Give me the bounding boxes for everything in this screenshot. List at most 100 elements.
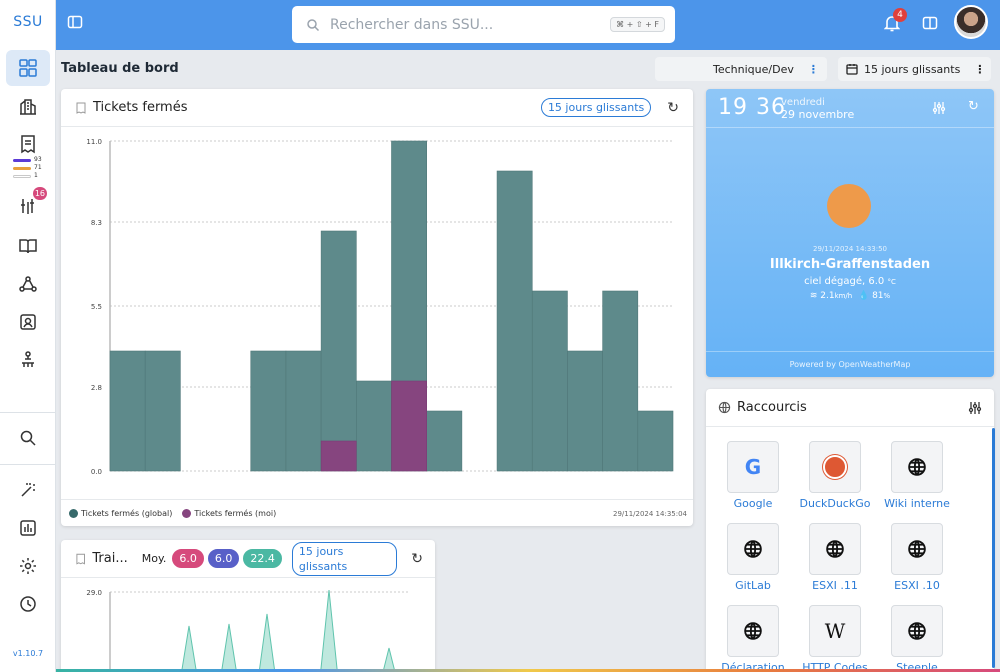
group-filter[interactable]: Technique/Dev ⋮ bbox=[655, 57, 827, 81]
sidebar-item-tickets[interactable] bbox=[6, 126, 50, 162]
wind-icon: ≋ bbox=[809, 291, 818, 301]
ticket-icon bbox=[21, 135, 35, 154]
sidebar-item-tools[interactable]: 16 bbox=[6, 187, 50, 224]
refresh-icon[interactable]: ↻ bbox=[968, 99, 979, 114]
globe-icon bbox=[718, 401, 731, 414]
globe-icon bbox=[891, 441, 943, 493]
network-icon bbox=[19, 276, 37, 292]
time-minutes: 36 bbox=[756, 95, 786, 120]
card-header: Raccourcis bbox=[706, 389, 994, 427]
shortcut-wiki-interne[interactable]: Wiki interne bbox=[877, 441, 957, 510]
top-bar: Rechercher dans SSU... ⌘ + ⇧ + F 4 bbox=[56, 0, 1000, 50]
shortcut-label: DuckDuckGo bbox=[799, 497, 871, 510]
sliders-icon[interactable] bbox=[932, 101, 946, 119]
shortcut-esxi-11[interactable]: ESXI .11 bbox=[795, 523, 875, 592]
area-peak bbox=[320, 589, 338, 672]
contact-card-icon bbox=[20, 314, 36, 330]
shortcut-http-codes[interactable]: W HTTP Codes bbox=[795, 605, 875, 672]
sidebar-item-magic[interactable] bbox=[6, 472, 50, 508]
legend-item-global[interactable]: Tickets fermés (global) bbox=[69, 509, 172, 518]
weather-day: vendredi bbox=[781, 97, 825, 108]
weather-timestamp: 29/11/2024 14:33:50 bbox=[812, 245, 887, 253]
wind-unit: km/h bbox=[834, 292, 853, 300]
average-label: Moy. bbox=[141, 552, 167, 565]
humidity-unit: % bbox=[883, 292, 891, 300]
area-peak bbox=[258, 613, 276, 672]
ticket-mini-stats: 93 71 1 bbox=[13, 157, 49, 181]
legend-label: Tickets fermés (global) bbox=[81, 509, 173, 518]
sidebar-item-team[interactable] bbox=[6, 342, 50, 378]
period-filter-value: 15 jours glissants bbox=[864, 62, 961, 76]
treatment-area-chart: 29.0 bbox=[86, 589, 409, 672]
sidebar-item-history[interactable] bbox=[6, 586, 50, 622]
sidebar-item-docs[interactable] bbox=[6, 228, 50, 264]
page-title: Tableau de bord bbox=[61, 61, 179, 76]
search-bar[interactable]: Rechercher dans SSU... ⌘ + ⇧ + F bbox=[292, 6, 675, 43]
period-filter[interactable]: 15 jours glissants ⋮ bbox=[838, 57, 991, 81]
app-version[interactable]: v1.10.7 bbox=[12, 649, 44, 658]
temp-unit: °C bbox=[887, 278, 896, 286]
sidebar: SSU 93 71 1 16 v1.10.7 bbox=[0, 0, 56, 672]
bar bbox=[426, 410, 463, 472]
shortcut-google[interactable]: G Google bbox=[713, 441, 793, 510]
sidebar-item-dashboard[interactable] bbox=[6, 50, 50, 86]
more-options-icon[interactable]: ⋮ bbox=[807, 62, 819, 76]
sidebar-item-settings[interactable] bbox=[6, 548, 50, 584]
mini-stat-value: 93 bbox=[34, 156, 42, 163]
shortcut-esxi-10[interactable]: ESXI .10 bbox=[877, 523, 957, 592]
bar bbox=[391, 380, 427, 472]
shortcut-declaration[interactable]: Déclaration bbox=[713, 605, 793, 672]
weather-card: 19 36 vendredi 29 novembre ↻ 29/11/2024 … bbox=[706, 89, 994, 377]
bar bbox=[320, 230, 357, 472]
user-avatar[interactable] bbox=[954, 5, 988, 39]
ticket-icon bbox=[76, 553, 85, 565]
sidebar-item-stats[interactable] bbox=[6, 510, 50, 546]
shortcut-label: Déclaration bbox=[721, 661, 785, 672]
search-placeholder: Rechercher dans SSU... bbox=[330, 16, 494, 33]
y-tick-label: 29.0 bbox=[86, 589, 102, 597]
y-tick-label: 0.0 bbox=[91, 468, 102, 476]
bar bbox=[285, 350, 322, 472]
mini-stat-value: 1 bbox=[34, 172, 38, 179]
bar bbox=[637, 410, 674, 472]
shortcut-steeple[interactable]: Steeple bbox=[877, 605, 957, 672]
more-options-icon[interactable]: ⋮ bbox=[974, 62, 986, 76]
history-icon bbox=[20, 596, 36, 612]
search-icon bbox=[20, 430, 36, 446]
dashboard-icon bbox=[19, 59, 37, 77]
average-badge: 6.0 bbox=[172, 549, 204, 568]
shortcut-gitlab[interactable]: GitLab bbox=[713, 523, 793, 592]
wikipedia-icon: W bbox=[809, 605, 861, 657]
sun-icon bbox=[827, 184, 871, 228]
legend-item-mine[interactable]: Tickets fermés (moi) bbox=[182, 509, 276, 518]
refresh-icon[interactable]: ↻ bbox=[411, 550, 423, 567]
shortcut-duckduckgo[interactable]: DuckDuckGo bbox=[795, 441, 875, 510]
sidebar-item-search[interactable] bbox=[6, 420, 50, 456]
panel-toggle-button[interactable] bbox=[922, 15, 938, 35]
mini-stat-value: 71 bbox=[34, 164, 42, 171]
card-title: Trai... bbox=[92, 551, 128, 566]
globe-icon bbox=[891, 605, 943, 657]
globe-icon bbox=[727, 523, 779, 575]
sidebar-item-contacts[interactable] bbox=[6, 304, 50, 340]
refresh-icon[interactable]: ↻ bbox=[667, 99, 679, 116]
weather-meta: ≋ 2.1km/h 💧 81% bbox=[706, 291, 994, 301]
period-tag[interactable]: 15 jours glissants bbox=[291, 541, 398, 576]
period-tag[interactable]: 15 jours glissants bbox=[540, 98, 652, 117]
globe-icon bbox=[727, 605, 779, 657]
google-icon: G bbox=[727, 441, 779, 493]
app-logo[interactable]: SSU bbox=[13, 14, 43, 30]
sliders-icon[interactable] bbox=[968, 401, 982, 415]
weather-date: 29 novembre bbox=[781, 108, 855, 121]
sidebar-toggle-icon[interactable] bbox=[67, 14, 83, 34]
sidebar-item-network[interactable] bbox=[6, 266, 50, 302]
sidebar-item-buildings[interactable] bbox=[6, 88, 50, 124]
shortcut-label: Wiki interne bbox=[884, 497, 950, 510]
y-tick-label: 2.8 bbox=[91, 384, 102, 392]
card-header: Tickets fermés 15 jours glissants ↻ bbox=[61, 89, 693, 127]
notifications-badge: 4 bbox=[893, 8, 907, 22]
shortcuts-scrollbar[interactable] bbox=[992, 428, 995, 668]
average-badge: 6.0 bbox=[207, 549, 240, 568]
notifications-button[interactable]: 4 bbox=[883, 8, 907, 36]
y-tick-label: 5.5 bbox=[91, 303, 102, 311]
